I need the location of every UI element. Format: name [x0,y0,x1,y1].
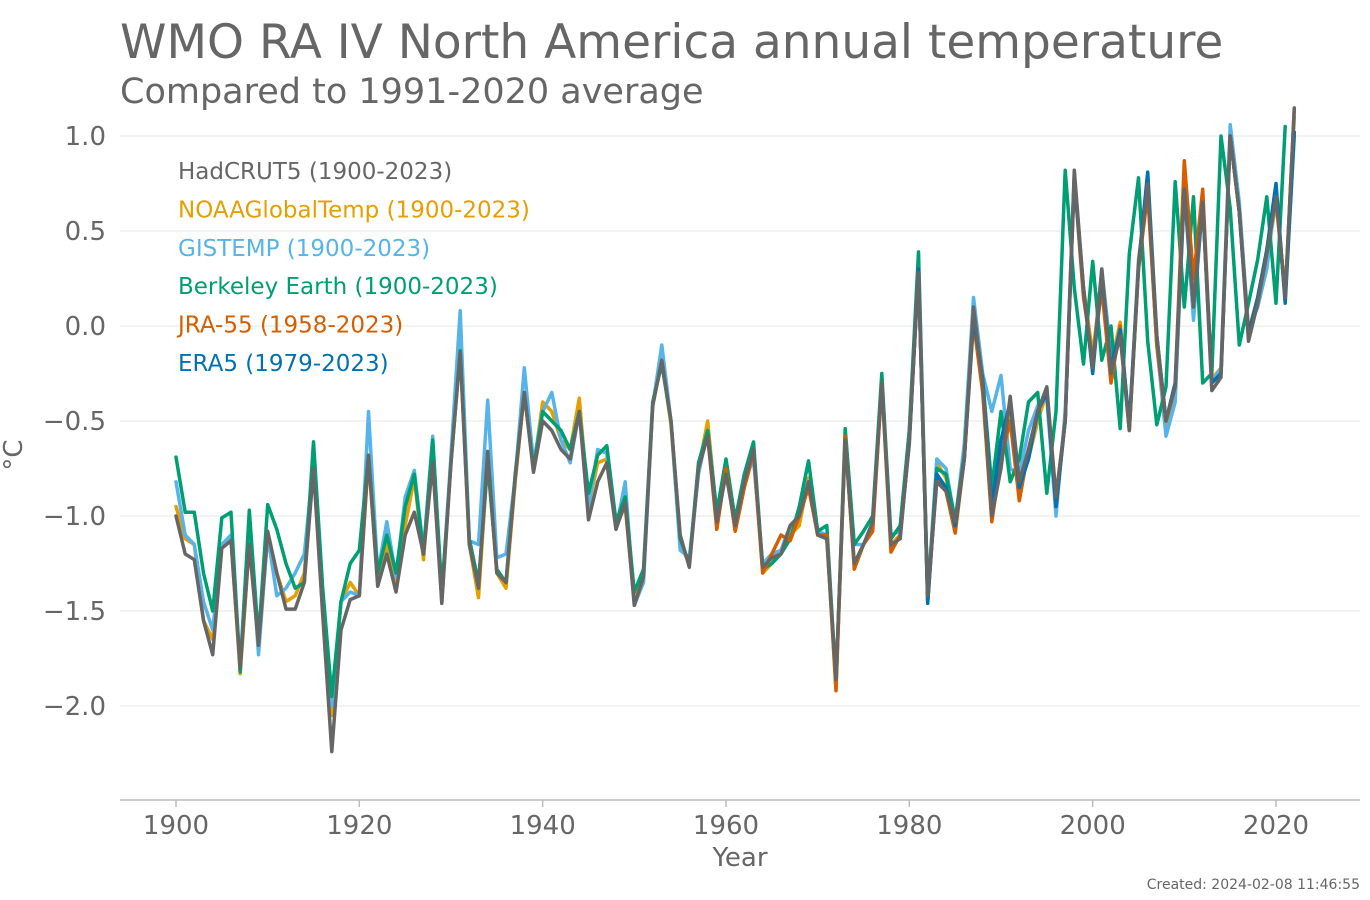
created-timestamp: Created: 2024-02-08 11:46:55 [1147,877,1360,893]
x-tick-label: 2000 [1060,811,1126,841]
legend-entry: Berkeley Earth (1900-2023) [178,274,498,300]
y-tick-label: −0.5 [43,407,106,437]
legend: HadCRUT5 (1900-2023) NOAAGlobalTemp (1900… [176,159,530,377]
chart-title: WMO RA IV North America annual temperatu… [120,15,1223,70]
y-axis-ticks: 1.0 0.5 0.0 −0.5 −1.0 −1.5 −2.0 [43,122,106,722]
series-lines [174,106,1297,754]
y-tick-label: 0.5 [65,217,106,247]
y-tick-label: 0.0 [65,312,106,342]
y-axis-label: °C [0,439,29,470]
x-tick-label: 2020 [1243,811,1309,841]
y-tick-label: −1.0 [43,502,106,532]
series-line [898,130,1297,606]
series-line [705,106,1297,693]
x-axis-ticks: 1900 1920 1940 1960 1980 2000 2020 [143,800,1309,841]
x-tick-label: 1960 [693,811,759,841]
x-tick-label: 1920 [326,811,392,841]
x-axis-label: Year [711,843,767,873]
x-tick-label: 1980 [876,811,942,841]
legend-entry: HadCRUT5 (1900-2023) [178,159,452,185]
x-tick-label: 1940 [510,811,576,841]
legend-entry: NOAAGlobalTemp (1900-2023) [178,197,530,223]
x-tick-label: 1900 [143,811,209,841]
legend-entry: JRA-55 (1958-2023) [176,313,403,339]
y-tick-label: −1.5 [43,597,106,627]
y-tick-label: −2.0 [43,692,106,722]
chart-subtitle: Compared to 1991-2020 average [120,72,704,112]
legend-entry: ERA5 (1979-2023) [178,351,389,377]
legend-entry: GISTEMP (1900-2023) [178,236,430,262]
series-line [174,106,1297,754]
y-tick-label: 1.0 [65,122,106,152]
